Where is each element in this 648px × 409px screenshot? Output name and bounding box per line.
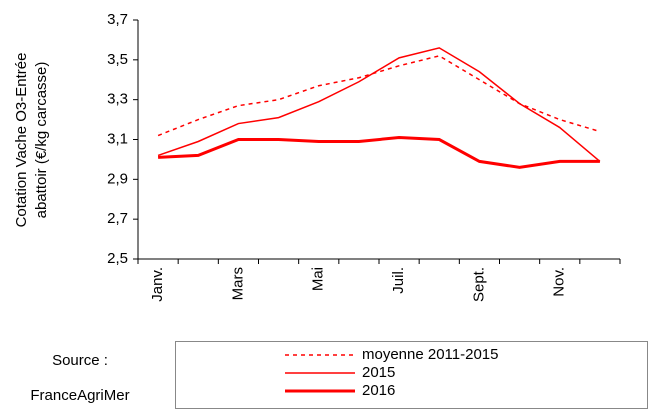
y-tick-label: 2,9 — [107, 170, 128, 187]
legend-label: 2016 — [362, 382, 395, 399]
x-tick-label: Janv. — [149, 267, 166, 302]
y-tick-label: 2,7 — [107, 210, 128, 227]
series-line — [158, 136, 600, 169]
x-tick-label: Sept. — [470, 267, 487, 302]
y-tick-label: 3,5 — [107, 51, 128, 68]
legend-label: 2015 — [362, 364, 395, 381]
source-label: FranceAgriMer — [30, 387, 129, 404]
series-line — [157, 47, 601, 162]
x-tick-label: Mai — [310, 267, 327, 291]
x-tick-label: Juil. — [390, 267, 407, 294]
y-axis-label: abattoir (€/kg carcasse) — [33, 62, 50, 219]
y-axis-label: Cotation Vache O3-Entrée — [13, 53, 30, 228]
y-tick-label: 3,7 — [107, 11, 128, 28]
y-tick-label: 2,5 — [107, 250, 128, 267]
source-label: Source : — [52, 352, 108, 369]
legend-label: moyenne 2011-2015 — [362, 346, 499, 363]
x-tick-label: Nov. — [551, 267, 568, 297]
y-tick-label: 3,3 — [107, 91, 128, 108]
y-tick-label: 3,1 — [107, 130, 128, 147]
x-tick-label: Mars — [229, 267, 246, 300]
series-line — [157, 55, 601, 137]
